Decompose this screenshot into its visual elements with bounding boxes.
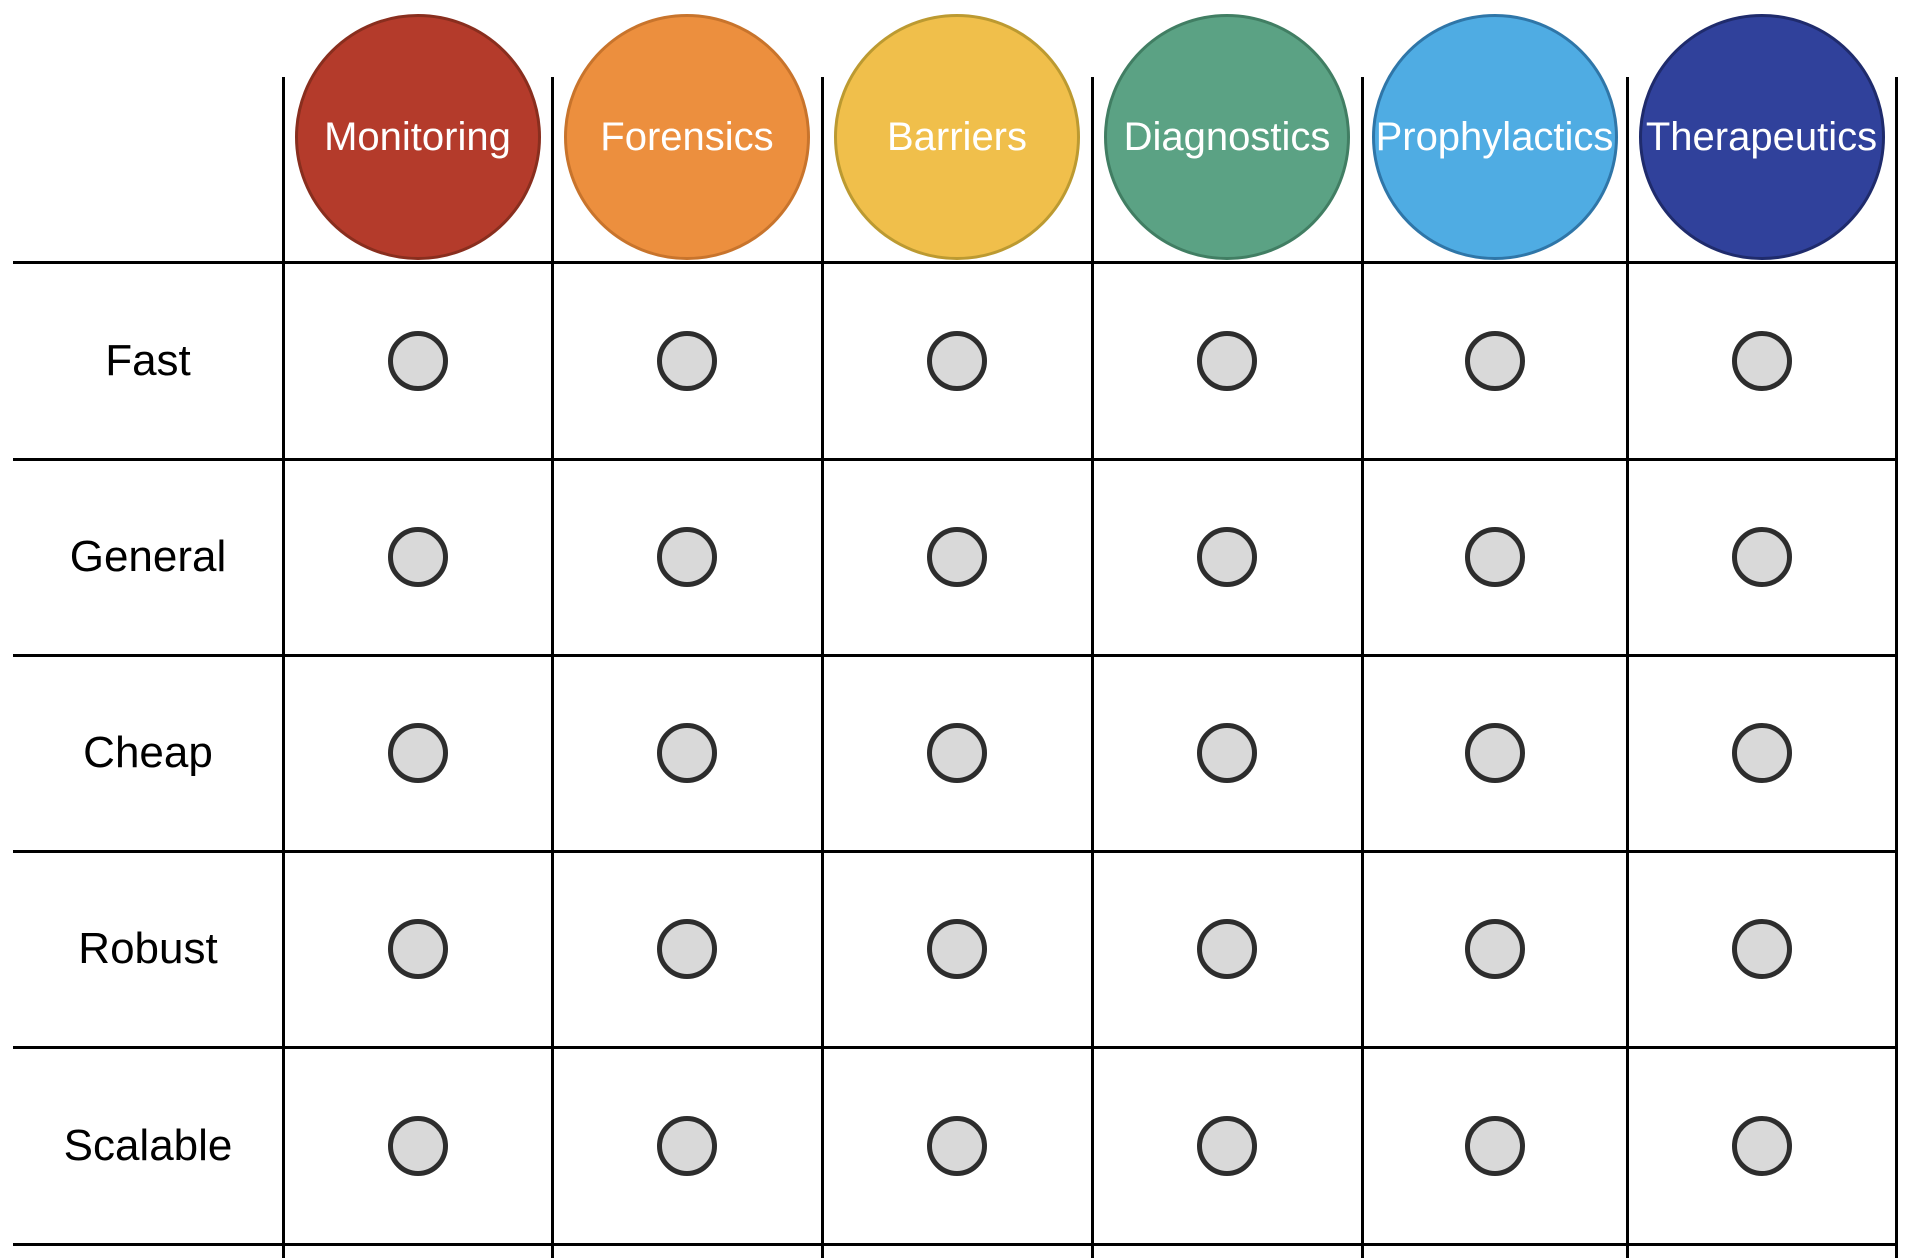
- row-label-scalable: Scalable: [63, 1120, 233, 1170]
- grid-vertical-line: [1360, 77, 1364, 1258]
- column-header-circle-monitoring: Monitoring: [294, 14, 541, 260]
- empty-dot-icon: [1197, 330, 1257, 391]
- empty-dot-icon: [927, 1115, 987, 1176]
- grid-horizontal-line: [13, 653, 1897, 657]
- column-header-label: Diagnostics: [1123, 115, 1331, 159]
- empty-dot-icon: [1197, 919, 1257, 979]
- empty-dot-icon: [387, 527, 448, 587]
- column-header-circle-prophylactics: Prophylactics: [1371, 14, 1618, 260]
- grid-vertical-line: [550, 77, 554, 1258]
- empty-dot-icon: [1464, 919, 1525, 979]
- empty-dot-icon: [657, 723, 717, 783]
- empty-dot-icon: [1464, 527, 1525, 587]
- row-label-cheap: Cheap: [83, 728, 213, 777]
- empty-dot-icon: [1197, 723, 1257, 783]
- empty-dot-icon: [657, 1115, 717, 1176]
- empty-dot-icon: [387, 723, 448, 783]
- grid-horizontal-line: [13, 849, 1897, 853]
- empty-dot-icon: [387, 1115, 448, 1176]
- empty-dot-icon: [927, 919, 987, 979]
- empty-dot-icon: [1197, 1115, 1257, 1176]
- column-header-circle-barriers: Barriers: [834, 14, 1080, 260]
- column-header-circle-therapeutics: Therapeutics: [1638, 14, 1885, 260]
- empty-dot-icon: [1464, 1115, 1525, 1176]
- column-header-circle-forensics: Forensics: [564, 14, 810, 260]
- grid-horizontal-line: [13, 457, 1897, 461]
- empty-dot-icon: [1731, 1115, 1792, 1176]
- empty-dot-icon: [1464, 330, 1525, 391]
- column-header-label: Forensics: [600, 115, 774, 159]
- grid-vertical-line: [1625, 77, 1629, 1258]
- row-label-fast: Fast: [105, 335, 191, 385]
- empty-dot-icon: [657, 919, 717, 979]
- grid-vertical-line: [1090, 77, 1094, 1258]
- empty-dot-icon: [927, 330, 987, 391]
- empty-dot-icon: [1731, 527, 1792, 587]
- empty-dot-icon: [657, 527, 717, 587]
- empty-dot-icon: [1464, 723, 1525, 783]
- empty-dot-icon: [387, 919, 448, 979]
- grid-vertical-line: [281, 77, 285, 1258]
- column-header-label: Barriers: [886, 115, 1028, 159]
- row-label-general: General: [69, 532, 227, 581]
- empty-dot-icon: [1731, 330, 1792, 391]
- grid-vertical-line: [1894, 77, 1898, 1258]
- grid-horizontal-line: [13, 260, 1897, 264]
- empty-dot-icon: [927, 527, 987, 587]
- empty-dot-icon: [927, 723, 987, 783]
- row-label-robust: Robust: [78, 924, 218, 973]
- empty-dot-icon: [657, 330, 717, 391]
- grid-vertical-line: [820, 77, 824, 1258]
- column-header-label: Therapeutics: [1645, 115, 1878, 159]
- column-header-label: Prophylactics: [1375, 115, 1614, 159]
- grid-horizontal-line: [13, 1242, 1897, 1246]
- column-header-label: Monitoring: [324, 115, 511, 159]
- empty-dot-icon: [1731, 723, 1792, 783]
- column-header-circle-diagnostics: Diagnostics: [1104, 14, 1350, 260]
- empty-dot-icon: [1731, 919, 1792, 979]
- grid-horizontal-line: [13, 1045, 1897, 1049]
- empty-dot-icon: [387, 330, 448, 391]
- empty-dot-icon: [1197, 527, 1257, 587]
